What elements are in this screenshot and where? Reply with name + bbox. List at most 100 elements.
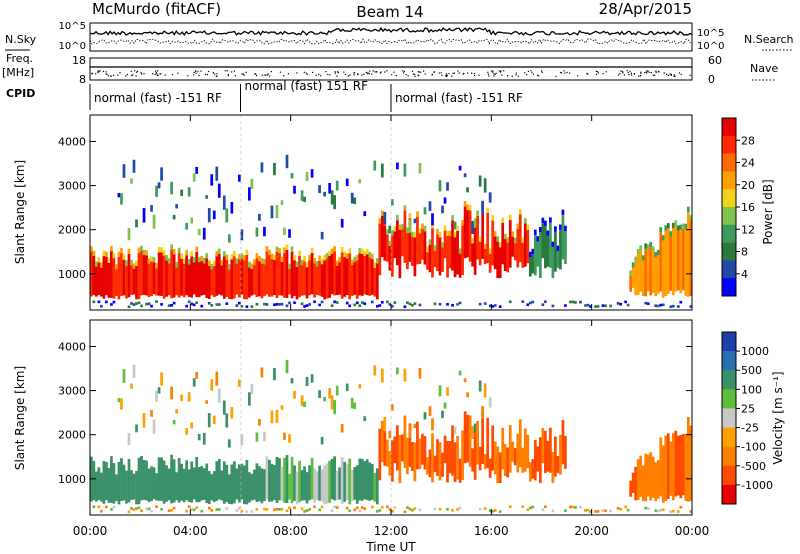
power-cell xyxy=(225,302,229,305)
power-cell xyxy=(631,267,635,288)
power-cell xyxy=(501,217,505,223)
nave-point xyxy=(438,72,440,74)
power-cell xyxy=(676,230,680,291)
power-cell xyxy=(227,264,231,270)
power-cell xyxy=(245,249,249,255)
velocity-cell xyxy=(671,433,675,501)
power-cell xyxy=(255,227,259,237)
nave-point xyxy=(458,72,460,74)
nave-point xyxy=(499,71,502,73)
velocity-cell xyxy=(476,420,479,465)
station-title: McMurdo (fitACF) xyxy=(92,0,221,18)
freq-trace xyxy=(90,66,692,77)
power-cell xyxy=(248,187,251,201)
nave-point xyxy=(367,72,369,74)
nave-point xyxy=(623,74,625,76)
velocity-cell xyxy=(528,462,532,482)
velocity-cell xyxy=(97,467,101,501)
power-cell xyxy=(481,201,485,215)
power-cell xyxy=(265,303,269,306)
nave-tick-bottom: 0 xyxy=(708,73,715,86)
nave-point xyxy=(453,72,455,74)
power-cell xyxy=(350,192,354,204)
power-cell xyxy=(476,210,479,216)
nave-point xyxy=(452,72,454,74)
power-cell xyxy=(180,253,184,259)
power-cell xyxy=(526,224,530,230)
power-cell xyxy=(258,213,261,221)
nave-point xyxy=(657,70,659,73)
velocity-cell xyxy=(679,434,683,499)
colorbar-swatch xyxy=(722,135,736,154)
nave-point xyxy=(347,75,350,77)
velocity-cell xyxy=(140,455,143,501)
power-cell xyxy=(222,195,226,210)
velocity-cell xyxy=(659,508,663,512)
nave-point xyxy=(530,70,532,72)
x-tick-label: 12:00 xyxy=(374,524,409,538)
power-cell xyxy=(358,179,362,184)
nave-point xyxy=(487,71,489,73)
power-cell xyxy=(160,167,163,181)
power-cell xyxy=(227,269,231,299)
power-cell xyxy=(528,257,532,277)
power-cell xyxy=(245,254,249,300)
velocity-cell xyxy=(248,472,251,503)
power-cell xyxy=(187,264,191,297)
freq-label: Freq. xyxy=(6,52,33,65)
velocity-cell xyxy=(391,440,394,482)
velocity-cell xyxy=(202,468,206,500)
power-cell xyxy=(330,253,334,295)
nave-point xyxy=(134,70,136,72)
nave-point xyxy=(325,71,327,73)
nave-point xyxy=(674,75,676,77)
nave-point xyxy=(97,71,99,74)
velocity-cell xyxy=(167,509,171,512)
power-cell xyxy=(348,304,352,308)
velocity-cell xyxy=(250,383,254,395)
power-cell xyxy=(353,256,357,263)
nave-point xyxy=(353,72,355,74)
power-cell xyxy=(571,300,575,304)
power-cell xyxy=(320,231,324,240)
nave-point xyxy=(195,70,197,72)
nave-point xyxy=(130,70,132,72)
velocity-cell xyxy=(355,465,359,504)
velocity-cell xyxy=(488,509,492,513)
xaxis-label: Time UT xyxy=(365,540,416,554)
power-cell xyxy=(120,247,123,254)
power-cell xyxy=(676,225,680,231)
power-cell xyxy=(127,305,131,309)
power-cell xyxy=(373,267,377,297)
power-cell xyxy=(240,304,244,308)
power-cell xyxy=(150,261,153,297)
noise-search-line xyxy=(89,38,693,45)
velocity-cell xyxy=(473,428,477,480)
velocity-cell xyxy=(190,422,194,429)
nave-point xyxy=(207,70,210,73)
power-cell xyxy=(167,304,171,307)
power-cell xyxy=(491,305,495,308)
velocity-cell xyxy=(328,460,331,503)
power-cell xyxy=(285,249,289,298)
power-cell xyxy=(461,220,464,226)
power-cell xyxy=(167,258,171,264)
cpid-segment-label: normal (fast) -151 RF xyxy=(395,91,523,105)
velocity-cell xyxy=(396,425,399,471)
velocity-cell xyxy=(245,459,249,505)
nave-point xyxy=(441,74,443,76)
power-cell xyxy=(403,205,407,211)
colorbar-swatch xyxy=(722,446,736,467)
velocity-cell xyxy=(358,458,362,501)
velocity-cell xyxy=(498,510,502,513)
power-cell xyxy=(526,303,530,307)
velocity-cell xyxy=(554,436,557,477)
velocity-cell xyxy=(235,468,239,500)
velocity-cell xyxy=(220,470,224,501)
velocity-cell xyxy=(310,457,314,500)
power-cell xyxy=(559,229,562,270)
power-cell xyxy=(411,231,414,238)
nave-point xyxy=(667,74,669,76)
power-cell xyxy=(496,236,500,242)
power-cell xyxy=(659,232,663,292)
